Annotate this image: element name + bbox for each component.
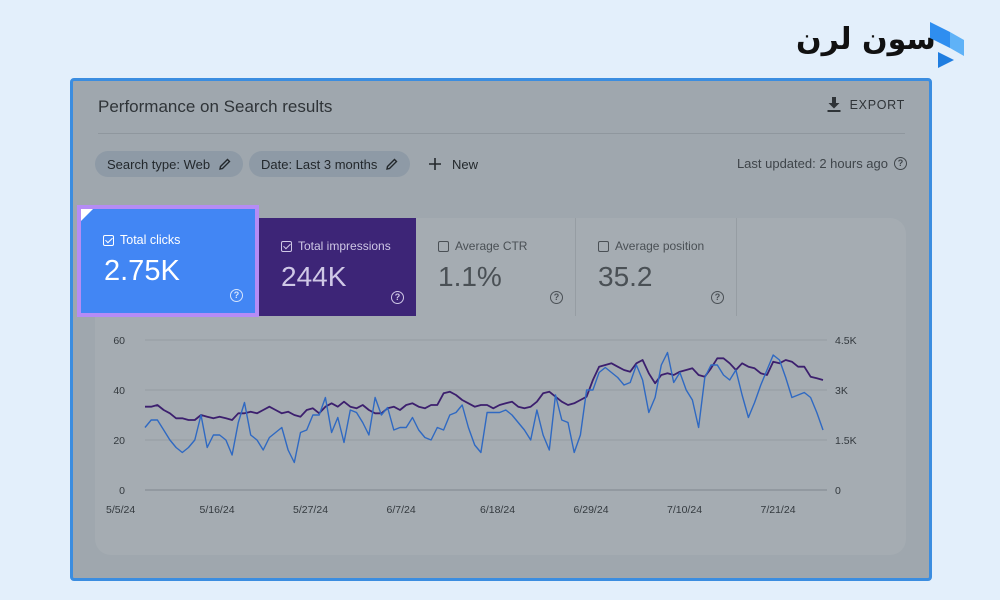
metric-value: 2.75K xyxy=(104,255,180,287)
x-tick-label: 5/16/24 xyxy=(200,504,235,516)
report-frame: Performance on Search results EXPORT Sea… xyxy=(70,78,932,581)
new-filter-button[interactable]: New xyxy=(428,151,478,177)
metric-label: Average CTR xyxy=(455,239,528,253)
x-tick-label: 5/27/24 xyxy=(293,504,328,516)
y-left-tick-label: 60 xyxy=(113,335,125,347)
edit-pencil-icon xyxy=(386,158,398,170)
metric-average-position[interactable]: Average position 35.2 ? xyxy=(576,218,737,316)
metric-label-row: Total clicks xyxy=(103,233,180,247)
export-label: EXPORT xyxy=(849,97,905,112)
metric-label: Average position xyxy=(615,239,705,253)
help-icon[interactable]: ? xyxy=(894,157,907,170)
y-left-tick-label: 20 xyxy=(113,435,125,447)
x-tick-label: 6/7/24 xyxy=(387,504,416,516)
brand-wordmark: سون لرن xyxy=(796,22,936,57)
metric-label-row: Total impressions xyxy=(281,239,391,253)
metric-label: Total clicks xyxy=(120,233,181,247)
metric-value: 1.1% xyxy=(438,261,502,292)
performance-panel: Performance on Search results EXPORT Sea… xyxy=(73,81,929,578)
header-divider xyxy=(98,133,905,134)
search-type-filter-chip[interactable]: Search type: Web xyxy=(95,151,244,177)
y-right-tick-label: 1.5K xyxy=(835,435,857,447)
y-left-tick-label: 40 xyxy=(113,385,125,397)
metric-total-impressions[interactable]: Total impressions 244K ? xyxy=(259,218,416,316)
checkbox-unchecked-icon[interactable] xyxy=(598,240,609,252)
metric-value: 35.2 xyxy=(598,261,653,292)
last-updated: Last updated: 2 hours ago ? xyxy=(737,156,907,171)
brand-logo-icon xyxy=(930,22,964,68)
y-right-tick-label: 4.5K xyxy=(835,335,857,347)
corner-marker xyxy=(81,209,93,221)
metric-average-ctr[interactable]: Average CTR 1.1% ? xyxy=(416,218,576,316)
help-icon[interactable]: ? xyxy=(711,291,724,304)
download-icon xyxy=(827,97,841,112)
help-icon[interactable]: ? xyxy=(230,289,243,302)
metric-label-row: Average position xyxy=(598,239,704,253)
x-tick-label: 7/10/24 xyxy=(667,504,702,516)
checkbox-checked-icon[interactable] xyxy=(103,234,114,246)
x-tick-label: 6/18/24 xyxy=(480,504,515,516)
clicks-series-line xyxy=(144,351,824,464)
metric-label-row: Average CTR xyxy=(438,239,527,253)
performance-chart: ClicksImpressions604.5K403K201.5K005/5/2… xyxy=(106,335,857,516)
page-title: Performance on Search results xyxy=(98,97,333,116)
y-left-tick-label: 0 xyxy=(119,485,125,497)
new-label: New xyxy=(452,156,479,172)
x-tick-label: 5/5/24 xyxy=(106,504,135,516)
date-filter-chip[interactable]: Date: Last 3 months xyxy=(249,151,411,177)
metric-label: Total impressions xyxy=(298,239,391,253)
export-button[interactable]: EXPORT xyxy=(827,97,905,112)
help-icon[interactable]: ? xyxy=(550,291,563,304)
brand-logo: سون لرن xyxy=(796,18,968,70)
help-icon[interactable]: ? xyxy=(391,291,404,304)
plus-icon xyxy=(429,158,441,170)
checkbox-checked-icon[interactable] xyxy=(281,240,292,252)
metric-value: 244K xyxy=(281,261,347,292)
search-type-label: Search type: Web xyxy=(107,156,211,172)
y-right-tick-label: 3K xyxy=(835,385,848,397)
metric-total-clicks[interactable]: Total clicks 2.75K ? xyxy=(77,205,259,317)
checkbox-unchecked-icon[interactable] xyxy=(438,240,449,252)
y-right-tick-label: 0 xyxy=(835,485,841,497)
last-updated-text: Last updated: 2 hours ago xyxy=(736,156,888,171)
date-label: Date: Last 3 months xyxy=(261,156,378,172)
x-tick-label: 7/21/24 xyxy=(761,504,796,516)
impressions-series-line xyxy=(145,357,824,421)
x-tick-label: 6/29/24 xyxy=(574,504,609,516)
edit-pencil-icon xyxy=(219,158,231,170)
